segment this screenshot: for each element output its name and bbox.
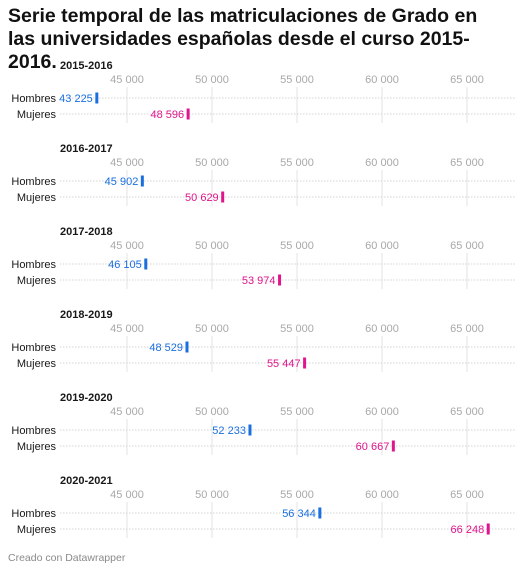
x-tick-label: 45 000 (110, 157, 144, 169)
chart-title: Serie temporal de las matriculaciones de… (8, 5, 478, 73)
x-tick-label: 50 000 (195, 157, 229, 169)
data-label: 53 974 (242, 275, 276, 287)
mujeres-value-mark (278, 274, 282, 286)
panel-title: 2017-2018 (60, 226, 113, 238)
x-tick-label: 65 000 (450, 240, 484, 252)
category-label: Hombres (11, 176, 56, 188)
panel-title: 2019-2020 (60, 392, 113, 404)
x-tick-label: 65 000 (450, 323, 484, 335)
x-tick-label: 55 000 (280, 323, 314, 335)
x-tick-label: 65 000 (450, 74, 484, 86)
category-label: Hombres (11, 342, 56, 354)
x-tick-label: 55 000 (280, 240, 314, 252)
x-tick-label: 60 000 (365, 240, 399, 252)
x-tick-label: 55 000 (280, 406, 314, 418)
hombres-value-mark (140, 175, 144, 187)
mujeres-value-mark (391, 440, 395, 452)
data-label: 46 105 (108, 259, 142, 271)
category-label: Mujeres (17, 358, 57, 370)
category-label: Mujeres (17, 441, 57, 453)
panel-title: 2015-2016 (60, 60, 113, 72)
data-label: 55 447 (267, 358, 301, 370)
x-tick-label: 50 000 (195, 240, 229, 252)
x-tick-label: 50 000 (195, 74, 229, 86)
x-tick-label: 55 000 (280, 157, 314, 169)
data-label: 48 529 (149, 342, 183, 354)
data-label: 48 596 (150, 109, 184, 121)
x-tick-label: 45 000 (110, 489, 144, 501)
x-tick-label: 65 000 (450, 406, 484, 418)
data-label: 56 344 (282, 508, 316, 520)
data-label: 43 225 (59, 93, 93, 105)
panel-title: 2020-2021 (60, 475, 113, 487)
data-label: 50 629 (185, 192, 219, 204)
mujeres-value-mark (186, 108, 190, 120)
hombres-value-mark (95, 92, 99, 104)
category-label: Hombres (11, 93, 56, 105)
mujeres-value-mark (303, 357, 307, 369)
x-tick-label: 60 000 (365, 157, 399, 169)
hombres-value-mark (248, 424, 252, 436)
hombres-value-mark (318, 507, 322, 519)
hombres-value-mark (144, 258, 148, 270)
category-label: Mujeres (17, 275, 57, 287)
footer-credit: Creado con Datawrapper (8, 552, 126, 564)
x-tick-label: 60 000 (365, 489, 399, 501)
data-label: 60 667 (356, 441, 390, 453)
x-tick-label: 50 000 (195, 323, 229, 335)
x-tick-label: 65 000 (450, 489, 484, 501)
data-label: 66 248 (451, 524, 485, 536)
category-label: Hombres (11, 259, 56, 271)
x-tick-label: 45 000 (110, 74, 144, 86)
category-label: Hombres (11, 425, 56, 437)
hombres-value-mark (185, 341, 189, 353)
data-label: 45 902 (105, 176, 139, 188)
mujeres-value-mark (221, 191, 225, 203)
x-tick-label: 55 000 (280, 74, 314, 86)
category-label: Hombres (11, 508, 56, 520)
x-tick-label: 60 000 (365, 74, 399, 86)
x-tick-label: 45 000 (110, 240, 144, 252)
x-tick-label: 60 000 (365, 406, 399, 418)
panel-title: 2018-2019 (60, 309, 113, 321)
x-tick-label: 55 000 (280, 489, 314, 501)
x-tick-label: 65 000 (450, 157, 484, 169)
x-tick-label: 45 000 (110, 406, 144, 418)
x-tick-label: 60 000 (365, 323, 399, 335)
mujeres-value-mark (486, 523, 490, 535)
x-tick-label: 50 000 (195, 489, 229, 501)
data-label: 52 233 (212, 425, 246, 437)
category-label: Mujeres (17, 109, 57, 121)
x-tick-label: 45 000 (110, 323, 144, 335)
category-label: Mujeres (17, 192, 57, 204)
category-label: Mujeres (17, 524, 57, 536)
x-tick-label: 50 000 (195, 406, 229, 418)
panel-title: 2016-2017 (60, 143, 113, 155)
